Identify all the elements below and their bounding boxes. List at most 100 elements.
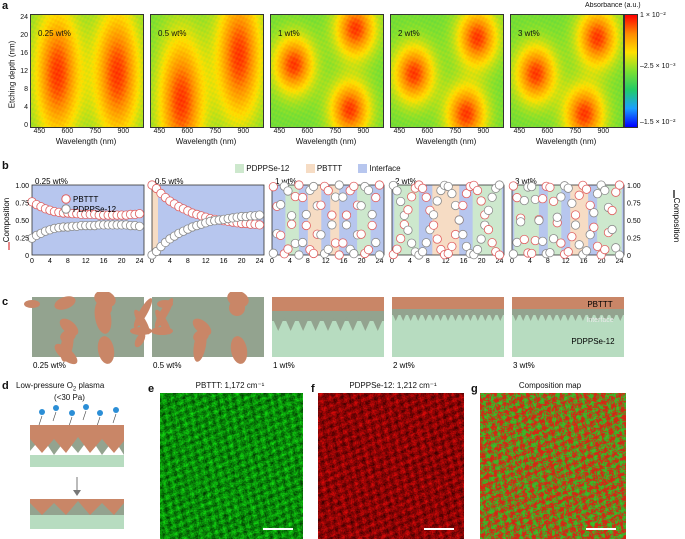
b-point-pbttt-9 xyxy=(421,192,431,202)
b-point-pdppse-15 xyxy=(443,181,453,192)
b-point-pbttt-9 xyxy=(301,220,311,231)
b-point-pdppse-16 xyxy=(567,198,577,208)
b-plot-1: 0.25 wt%04812162024Depth (nm)00.250.500.… xyxy=(2,177,145,265)
b-point-pdppse-2 xyxy=(276,200,286,210)
panel-b-plots: 0.25 wt%04812162024Depth (nm)00.250.500.… xyxy=(2,177,681,265)
c-blob-12 xyxy=(134,332,146,348)
a-xtick-4-3: 900 xyxy=(597,128,610,135)
b-point-PDPPSe-12-24 xyxy=(134,221,145,231)
b-ytick-left-2: 0.50 xyxy=(15,218,29,225)
b-bg-pbttt xyxy=(152,185,158,255)
b-point-pbttt-8 xyxy=(298,192,308,203)
b-point-pdppse-17 xyxy=(570,220,581,230)
b-point-pbttt-18 xyxy=(574,190,584,200)
a-xtick-2-1: 600 xyxy=(301,128,314,135)
b-point-pdppse-4 xyxy=(403,225,413,235)
c-blob-9 xyxy=(130,327,152,335)
legend-interface: Interface xyxy=(369,164,401,173)
plasma-arrow-2 xyxy=(68,416,73,427)
d-etched-top xyxy=(30,433,124,453)
b-point-PBTTT-24 xyxy=(134,209,145,219)
b-point-pdppse-27 xyxy=(367,209,377,220)
b-point-pbttt-12 xyxy=(432,234,442,244)
a-ytick-2: 8 xyxy=(24,86,28,94)
panel-g-title: Composition map xyxy=(518,381,582,390)
c-schematic-1: 0.25 wt% xyxy=(24,292,153,370)
b-point-pdppse-20 xyxy=(581,246,592,256)
b-point-pdppse-19 xyxy=(338,192,348,202)
c-caption-3: 1 wt% xyxy=(273,361,295,370)
panel-d-label: d xyxy=(2,380,9,392)
c-top-layer xyxy=(392,297,504,309)
b-point-pdppse-9 xyxy=(301,209,311,220)
b-point-pdppse-11 xyxy=(428,210,439,220)
b-xtick-6: 24 xyxy=(496,258,504,265)
b-ytick-left-0: 0 xyxy=(25,253,29,260)
heatmap-canvas-1 xyxy=(31,15,143,127)
b-point-pbttt-22 xyxy=(349,181,359,191)
b-xtick-4: 16 xyxy=(580,258,588,265)
micro-f-scalebar xyxy=(424,528,454,530)
b-point-pbttt-23 xyxy=(472,185,483,196)
c-caption-5: 3 wt% xyxy=(513,361,535,370)
b-point-pbttt-27 xyxy=(607,205,617,216)
d-bottom-layer xyxy=(30,455,124,467)
b-point-pdppse-19 xyxy=(458,229,468,240)
b-xtick-3: 12 xyxy=(82,258,90,265)
heatmap-label-4: 2 wt% xyxy=(398,29,420,38)
a-xtick-1-0: 450 xyxy=(153,128,166,135)
a-xtick-4-0: 450 xyxy=(513,128,526,135)
panel-e-title: PBTTT: 1,172 cm⁻¹ xyxy=(195,381,265,390)
c-blob-2 xyxy=(230,336,248,364)
a-xtick-3-2: 750 xyxy=(449,128,462,135)
b-bg-interface xyxy=(32,185,144,255)
b-point-pdppse-22 xyxy=(589,208,599,218)
c-schematic-2: 0.5 wt% xyxy=(151,292,264,370)
b-point-pbttt-16 xyxy=(567,232,577,242)
b-xtick-0: 0 xyxy=(150,258,154,265)
a-xtick-1-2: 750 xyxy=(209,128,222,135)
panel-f-map xyxy=(318,393,464,539)
b-xtick-0: 0 xyxy=(30,258,34,265)
b-point-pbttt-0 xyxy=(268,182,278,192)
b-point-pbttt-16 xyxy=(327,210,337,220)
b-xtick-0: 0 xyxy=(270,258,274,265)
b-point-pdppse-24 xyxy=(476,234,486,244)
b-point-pbttt-10 xyxy=(545,182,555,192)
a-xtick-4-1: 600 xyxy=(541,128,554,135)
b-point-pbttt-17 xyxy=(570,210,581,220)
b-xtick-6: 24 xyxy=(376,258,384,265)
b-point-pdppse-7 xyxy=(534,215,544,226)
heatmap-2: 0.5 wt% xyxy=(150,14,264,128)
c-blob-0 xyxy=(24,300,40,308)
b-point-pbttt-26 xyxy=(483,225,494,235)
heatmap-canvas-5 xyxy=(511,15,623,127)
d2-bottom-layer xyxy=(30,515,124,529)
a-xtick-3-0: 450 xyxy=(393,128,406,135)
b-point-pbttt-13 xyxy=(316,200,326,210)
b-point-pbttt-15 xyxy=(323,186,333,196)
micro-g-scalebar xyxy=(586,528,616,530)
b-point-pdppse-0 xyxy=(268,248,278,258)
d-top-layer xyxy=(30,425,124,433)
b-point-pdppse-20 xyxy=(461,241,472,252)
b-xtick-4: 16 xyxy=(100,258,108,265)
a-xtick-3-3: 900 xyxy=(477,128,490,135)
b-point-pbttt-27 xyxy=(367,220,377,231)
b-legend-pbttt: PBTTT xyxy=(73,195,98,204)
c-schematic-4: 2 wt% xyxy=(392,297,504,370)
c-top-layer xyxy=(512,297,624,309)
c-blob-11 xyxy=(94,300,112,334)
b-point-pbttt-18 xyxy=(334,250,344,260)
b-point-pbttt-19 xyxy=(338,238,348,248)
plasma-dot-5 xyxy=(113,407,119,413)
b-xtick-0: 0 xyxy=(510,258,514,265)
c-caption-1: 0.25 wt% xyxy=(33,361,66,370)
a-xtick-3-1: 600 xyxy=(421,128,434,135)
b-plot-3: 1 wt%04812162024Depth (nm) xyxy=(268,177,385,265)
micro-e-canvas xyxy=(160,393,303,539)
b-ylabel-right: Composition xyxy=(672,198,681,242)
c-blob-9 xyxy=(151,327,173,335)
b-xtick-6: 24 xyxy=(256,258,264,265)
b-point-pdppse-4 xyxy=(283,186,293,196)
